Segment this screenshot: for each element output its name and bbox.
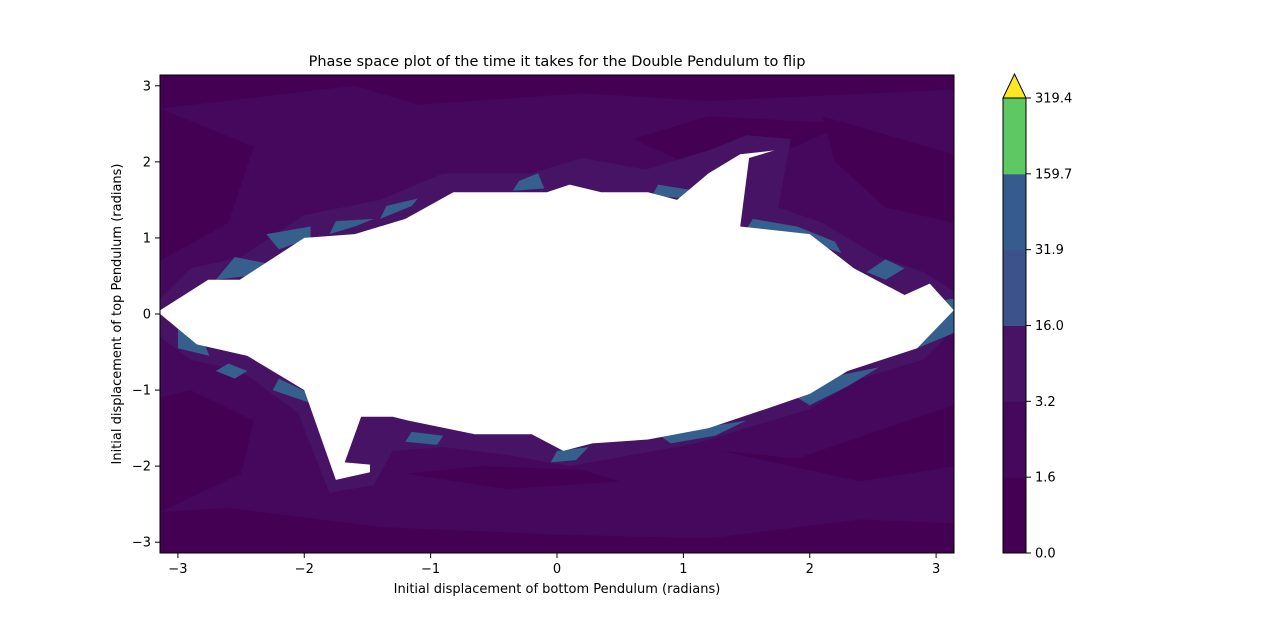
contour-fill-level-3-region [329, 218, 374, 235]
x-tick-label: −2 [295, 562, 314, 577]
contour-fill-level-0-region [160, 390, 254, 512]
y-axis: −3 −2 −1 0 1 2 3 [132, 79, 160, 551]
x-tick-label: 0 [553, 562, 561, 577]
y-tick-label: 0 [143, 308, 151, 323]
no-flip-region [160, 150, 954, 480]
contour-fill-level-0-region [822, 116, 954, 223]
contour-fill-level-3-region [272, 378, 317, 406]
y-tick-label: 2 [143, 155, 151, 170]
y-tick-label: −2 [132, 460, 151, 475]
colorbar-band [1003, 325, 1026, 402]
contour-fill-level-0-region [160, 108, 254, 261]
colorbar-tick-label: 1.6 [1035, 471, 1056, 486]
colorbar-tick-label: 159.7 [1035, 167, 1072, 182]
colorbar-band [1003, 401, 1026, 478]
colorbar: 0.0 1.6 3.2 16.0 31.9 159.7 319.4 [1002, 72, 1072, 562]
colorbar-band [1003, 249, 1026, 326]
colorbar-band [1003, 173, 1026, 251]
y-tick-label: −3 [132, 536, 151, 551]
x-tick-label: 2 [806, 562, 814, 577]
contour-fill-level-3-region [550, 447, 589, 463]
contour-fill-level-3-region [866, 259, 905, 280]
x-tick-label: −3 [168, 562, 187, 577]
chart-title: Phase space plot of the time it takes fo… [309, 54, 806, 70]
colorbar-tick-label: 31.9 [1035, 243, 1064, 258]
contour-fill-level-0-region [721, 405, 954, 482]
plot-area [160, 75, 954, 553]
y-tick-label: −1 [132, 384, 151, 399]
contour-fill-level-0-region [160, 507, 954, 553]
contour-fill-level-0-region [405, 466, 621, 489]
y-tick-label: 3 [143, 79, 151, 94]
contour-fill-level-3-region [658, 420, 747, 444]
x-axis-label: Initial displacement of bottom Pendulum … [394, 582, 721, 597]
contour-fill-level-3-region [797, 367, 880, 406]
colorbar-band [1003, 477, 1026, 554]
x-tick-label: 3 [932, 562, 940, 577]
x-axis: −3 −2 −1 0 1 2 3 [168, 553, 940, 577]
colorbar-extend-arrow [1002, 72, 1027, 99]
colorbar-tick-label: 3.2 [1035, 395, 1056, 410]
y-tick-label: 1 [143, 231, 151, 246]
contour-fill-level-0-region [160, 75, 954, 109]
colorbar-tick-label: 319.4 [1035, 92, 1072, 107]
x-tick-label: −1 [421, 562, 440, 577]
colorbar-tick-label: 0.0 [1035, 547, 1056, 562]
contour-fill-level-3-region [266, 226, 311, 250]
contour-fill-level-3-region [215, 256, 273, 280]
contour-fill-level-3-region [512, 173, 545, 191]
y-axis-label: Initial displacement of top Pendulum (ra… [110, 164, 125, 465]
colorbar-tick-label: 16.0 [1035, 319, 1064, 334]
x-tick-label: 1 [679, 562, 687, 577]
colorbar-band [1003, 98, 1026, 175]
contour-fill-level-3-region [380, 198, 418, 219]
contour-fill-level-3-region [405, 431, 444, 445]
contour-fill-level-3-region [177, 329, 210, 356]
contour-fill-level-3-region [215, 363, 248, 379]
